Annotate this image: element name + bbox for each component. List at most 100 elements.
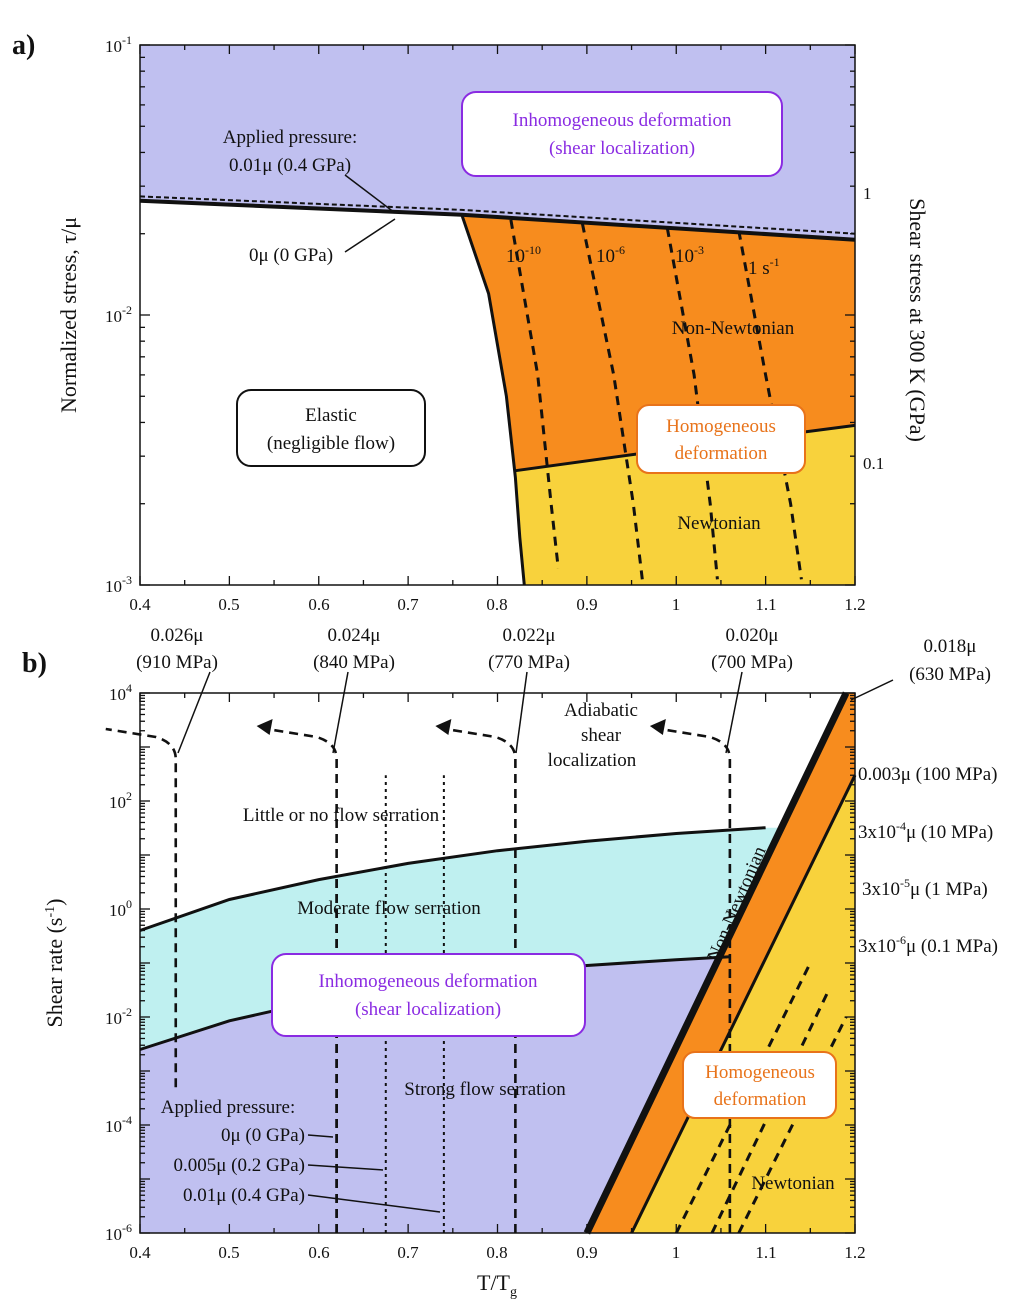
y2-tick-label: 0.1: [863, 454, 884, 473]
inhomogeneous-label-line-1: Inhomogeneous deformation: [319, 971, 538, 992]
stress-iso-arrowhead: [256, 718, 273, 735]
axis-ticks: [139, 44, 856, 586]
x-tick-label: 1: [672, 1243, 681, 1262]
y-axis-title: Normalized stress, τ/μ: [56, 217, 81, 413]
stress-label-022-mpa: (770 MPa): [488, 652, 570, 673]
homogeneous-label-box: Homogeneous deformation: [682, 1051, 837, 1119]
inhomogeneous-label-box: Inhomogeneous deformation (shear localiz…: [271, 953, 586, 1037]
stress-label-020: 0.020μ: [726, 625, 779, 646]
panel-b: b) 104 102 100 10-2 10-4 10-6 0.4 0.5 0.…: [22, 625, 998, 1300]
right-label-1mpa: 3x10-5μ (1 MPa): [862, 876, 988, 900]
x-tick-label: 1: [672, 595, 681, 614]
pressure-04-label: 0.01μ (0.4 GPa): [183, 1185, 305, 1206]
x-tick-label: 0.6: [308, 595, 329, 614]
y-tick-labels: 10-1 10-2 10-3: [105, 33, 132, 596]
stress-label-026-mpa: (910 MPa): [136, 652, 218, 673]
stress-label-018: 0.018μ: [924, 636, 977, 657]
newtonian-label: Newtonian: [677, 513, 761, 534]
stress-iso-arrowhead: [435, 718, 452, 735]
x-tick-label: 0.4: [129, 595, 151, 614]
applied-pressure-label: Applied pressure:: [223, 127, 358, 148]
rate-label-1e-6: 10-6: [596, 243, 625, 267]
x-tick-labels: 0.4 0.5 0.6 0.7 0.8 0.9 1 1.1 1.2: [129, 1243, 865, 1262]
stress-iso-line: [266, 727, 338, 1233]
homogeneous-label-line-1: Homogeneous: [705, 1062, 815, 1083]
pressure-pointers: [307, 1134, 441, 1213]
y2-tick-label: 1: [863, 184, 872, 203]
newtonian-transition-line: [630, 774, 857, 1234]
rate-label-1e-3: 10-3: [675, 243, 704, 267]
homogeneous-label-box: Homogeneous deformation: [636, 404, 806, 474]
y-axis-title: Shear rate (s-1): [42, 899, 67, 1028]
homogeneous-label-line-1: Homogeneous: [666, 416, 776, 437]
pressure-02-label: 0.005μ (0.2 GPa): [173, 1155, 305, 1176]
y-tick-label: 10-2: [105, 303, 132, 326]
panel-label-a: a): [12, 30, 35, 61]
right-label-100mpa: 0.003μ (100 MPa): [858, 764, 998, 785]
right-label-01mpa: 3x10-6μ (0.1 MPa): [858, 933, 998, 957]
x-axis-title: T/Tg: [477, 1270, 517, 1300]
x-tick-label: 0.8: [486, 1243, 507, 1262]
axis-ticks: [139, 692, 856, 1234]
x-tick-label: 0.9: [576, 595, 597, 614]
stress-label-026: 0.026μ: [151, 625, 204, 646]
stress-iso-line: [105, 727, 178, 1088]
stress-iso-lines: [105, 718, 732, 1233]
stress-label-020-mpa: (700 MPa): [711, 652, 793, 673]
pressure-0-pointer: [344, 218, 396, 253]
x-tick-label: 0.9: [576, 1243, 597, 1262]
stress-label-024-mpa: (840 MPa): [313, 652, 395, 673]
adiabatic-label-line-1: Adiabatic: [564, 700, 638, 721]
inhomogeneous-label-box: Inhomogeneous deformation (shear localiz…: [461, 91, 783, 177]
stress-label-pointers: [177, 671, 894, 754]
y-tick-label: 10-4: [105, 1113, 132, 1136]
x-tick-label: 0.4: [129, 1243, 151, 1262]
inhomogeneous-label-line-2: (shear localization): [549, 138, 695, 159]
x-tick-labels: 0.4 0.5 0.6 0.7 0.8 0.9 1 1.1 1.2: [129, 595, 865, 614]
elastic-label-line-2: (negligible flow): [267, 433, 395, 454]
strong-serration-label: Strong flow serration: [404, 1079, 566, 1100]
stress-label-018-mpa: (630 MPa): [909, 664, 991, 685]
y-tick-label: 10-2: [105, 1005, 132, 1028]
stress-iso-line: [445, 727, 517, 1233]
y-tick-label: 104: [109, 681, 132, 704]
inhomogeneous-label-line-2: (shear localization): [355, 999, 501, 1020]
y-tick-label: 10-6: [105, 1221, 132, 1244]
y-tick-label: 100: [109, 897, 132, 920]
rate-label-1e-10: 10-10: [506, 243, 541, 267]
x-tick-label: 0.5: [218, 595, 239, 614]
x-tick-label: 1.2: [844, 595, 865, 614]
stress-iso-arrowhead: [649, 718, 666, 735]
pressure-0-label: 0μ (0 GPa): [249, 245, 333, 266]
strain-rate-line-1e-6: [580, 223, 644, 580]
y-tick-label: 10-3: [105, 573, 132, 596]
y2-tick-labels: 1 0.1: [863, 184, 884, 473]
rate-label-1: 1 s-1: [748, 255, 780, 279]
x-tick-label: 0.7: [397, 1243, 419, 1262]
elastic-label-box: Elastic (negligible flow): [236, 389, 426, 467]
panel-label-b: b): [22, 648, 47, 679]
applied-pressure-label: Applied pressure:: [161, 1097, 296, 1118]
glass-transition-line: [583, 691, 850, 1235]
x-tick-label: 0.6: [308, 1243, 329, 1262]
elastic-label-line-1: Elastic: [305, 405, 357, 426]
x-tick-label: 1.1: [755, 595, 776, 614]
glass-transition-line: [460, 214, 526, 586]
adiabatic-label-line-2: shear: [581, 725, 622, 746]
newtonian-label: Newtonian: [751, 1173, 835, 1194]
y-tick-labels: 104 102 100 10-2 10-4 10-6: [105, 681, 132, 1244]
moderate-serration-label: Moderate flow serration: [297, 898, 481, 919]
pressure-04-label: 0.01μ (0.4 GPa): [229, 155, 351, 176]
moderate-top-boundary: [139, 826, 766, 932]
pressure-0-label: 0μ (0 GPa): [221, 1125, 305, 1146]
y2-axis-title: Shear stress at 300 K (GPa): [905, 198, 930, 442]
little-serration-label: Little or no flow serration: [243, 805, 440, 826]
pressure-04-pointer: [344, 174, 396, 214]
x-tick-label: 1.1: [755, 1243, 776, 1262]
stress-iso-line: [659, 727, 732, 1233]
stress-label-024: 0.024μ: [328, 625, 381, 646]
y-tick-label: 10-1: [105, 33, 132, 56]
yield-line-04gpa: [139, 195, 856, 235]
